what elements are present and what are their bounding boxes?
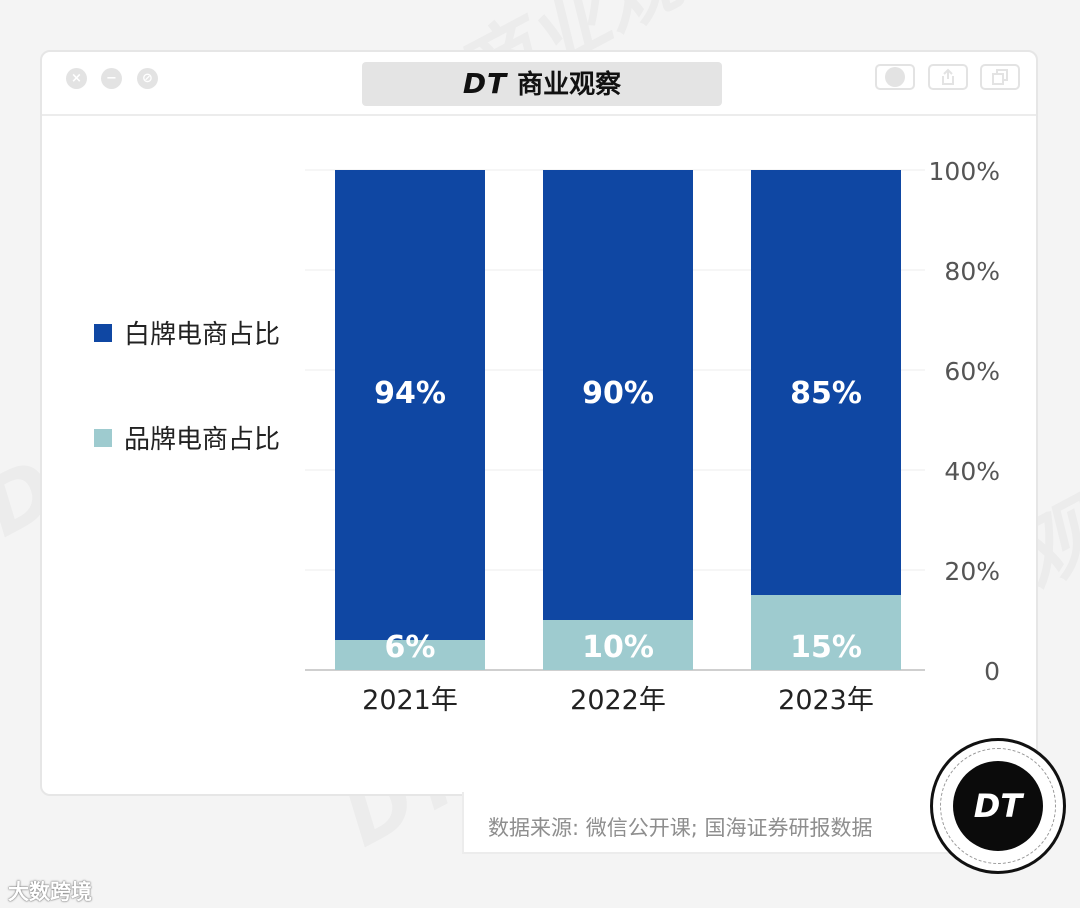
bar-brand-label: 6% (385, 630, 436, 665)
bar-group (335, 170, 901, 670)
block-dot-icon[interactable]: ⊘ (137, 68, 158, 89)
bar-brand-segment (751, 595, 901, 670)
record-icon (885, 67, 905, 87)
y-tick-label: 20% (944, 557, 1000, 586)
copy-icon (992, 69, 1008, 85)
y-tick-label: 40% (944, 457, 1000, 486)
bar-labels: 6% 94% 10% 90% 15% 85% (374, 376, 862, 665)
legend-swatch (94, 324, 112, 342)
close-dot-icon[interactable]: × (66, 68, 87, 89)
legend-swatch (94, 429, 112, 447)
y-axis-ticks: 0 20% 40% 60% 80% 100% (929, 157, 1000, 686)
y-tick-label: 80% (944, 257, 1000, 286)
bar-whitelabel-label: 90% (582, 376, 654, 411)
bar-whitelabel-label: 94% (374, 376, 446, 411)
share-button[interactable] (928, 64, 968, 90)
x-tick-label: 2021年 (362, 685, 458, 716)
source-note: 数据来源: 微信公开课; 国海证券研报数据 (488, 816, 873, 840)
title-bar: × − ⊘ DT 商业观察 (42, 52, 1036, 116)
bar-brand-segment (335, 640, 485, 670)
x-axis-ticks: 2021年 2022年 2023年 (362, 685, 874, 716)
y-tick-label: 0 (984, 657, 1000, 686)
legend-label: 品牌电商占比 (124, 425, 280, 455)
badge-ring (940, 748, 1056, 864)
dt-logo: DT (462, 67, 508, 100)
record-button[interactable] (875, 64, 915, 90)
badge-logo: DT (953, 761, 1043, 851)
bar-whitelabel-label: 85% (790, 376, 862, 411)
y-tick-label: 100% (929, 157, 1000, 186)
bar-whitelabel-segment (751, 170, 901, 595)
minimize-dot-icon[interactable]: − (101, 68, 122, 89)
x-tick-label: 2023年 (778, 685, 874, 716)
bar-whitelabel-segment (543, 170, 693, 620)
legend-label: 白牌电商占比 (124, 320, 280, 350)
window-title: DT 商业观察 (362, 62, 722, 106)
y-tick-label: 60% (944, 357, 1000, 386)
copy-button[interactable] (980, 64, 1020, 90)
x-tick-label: 2022年 (570, 685, 666, 716)
bar-brand-label: 10% (582, 630, 654, 665)
bar-whitelabel-segment (335, 170, 485, 640)
bar-brand-segment (543, 620, 693, 670)
share-icon (942, 68, 954, 85)
dt-badge: DT (930, 738, 1066, 874)
bar-brand-label: 15% (790, 630, 862, 665)
bottom-brand: 大数跨境 (8, 880, 92, 904)
source-tab (462, 792, 982, 854)
window-title-text: 商业观察 (517, 70, 622, 100)
